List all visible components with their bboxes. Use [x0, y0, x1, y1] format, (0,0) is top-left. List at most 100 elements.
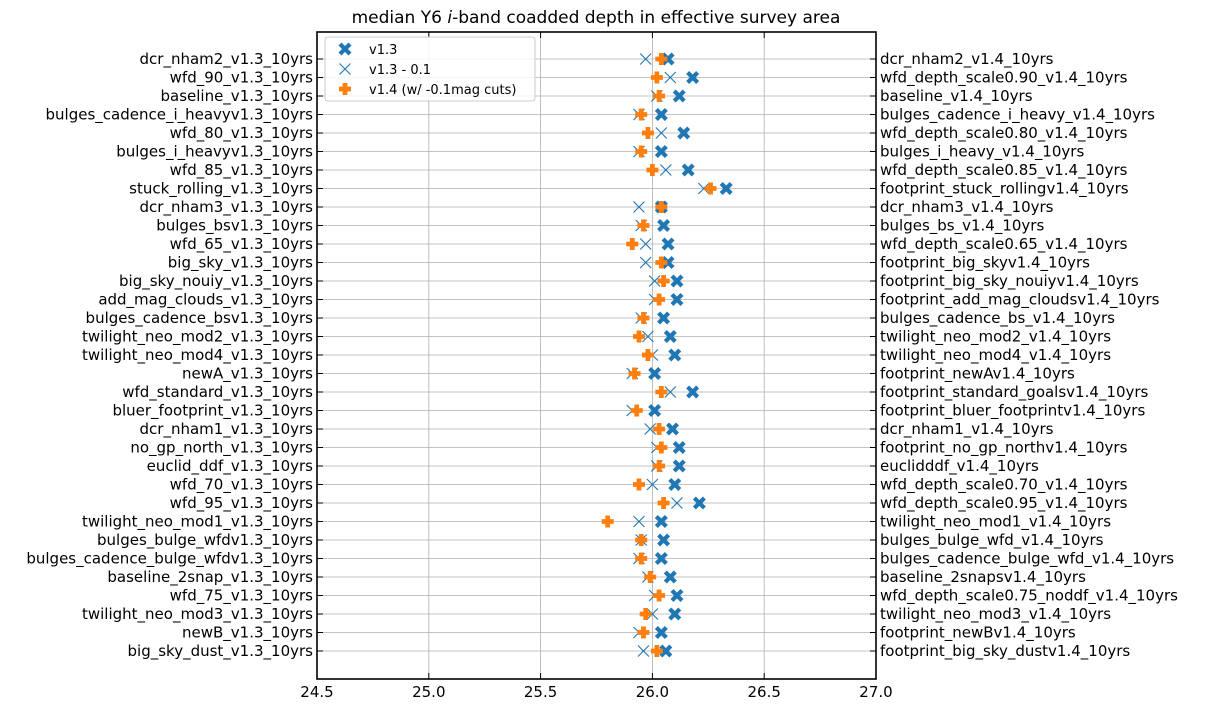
marker-stroke — [639, 53, 652, 65]
y-tick-label-right: twilight_neo_mod1_v1.4_10yrs — [880, 513, 1111, 532]
y-tick-label-right: wfd_depth_scale0.80_v1.4_10yrs — [880, 124, 1128, 143]
marker-v13 — [661, 237, 675, 251]
legend-marker-v13 — [338, 42, 352, 56]
marker-stroke — [692, 496, 706, 510]
marker-stroke — [670, 274, 684, 288]
marker-v13 — [672, 459, 686, 473]
y-tick-label-right: footprint_add_mag_cloudsv1.4_10yrs — [880, 291, 1160, 310]
marker-stroke — [646, 478, 659, 491]
marker-v13-minus — [655, 127, 668, 139]
marker-stroke — [672, 441, 686, 454]
y-tick-label-left: no_gp_north_v1.3_10yrs — [130, 439, 313, 458]
y-tick-label-right: twilight_neo_mod3_v1.4_10yrs — [880, 605, 1111, 624]
y-tick-label-left: bluer_footprint_v1.3_10yrs — [112, 402, 313, 421]
marker-v13 — [670, 274, 684, 288]
marker-v14 — [637, 312, 650, 324]
y-tick-label-left: baseline_v1.3_10yrs — [160, 87, 313, 106]
marker-stroke — [633, 201, 645, 213]
y-tick-label-left: stuck_rolling_v1.3_10yrs — [129, 180, 313, 199]
y-tick-label-right: dcr_nham2_v1.4_10yrs — [880, 50, 1054, 69]
marker-v14 — [639, 608, 652, 620]
marker-v13 — [657, 219, 671, 232]
y-tick-label-left: wfd_65_v1.3_10yrs — [170, 235, 314, 254]
marker-v13-minus — [697, 182, 710, 195]
y-tick-label-right: bulges_cadence_bulge_wfd_v1.4_10yrs — [880, 550, 1174, 569]
marker-stroke — [664, 71, 677, 84]
marker-stroke — [633, 515, 645, 528]
y-tick-label-right: bulges_cadence_i_heavy_v1.4_10yrs — [880, 106, 1155, 125]
y-tick-label-left: dcr_nham1_v1.3_10yrs — [140, 420, 314, 439]
legend: v1.3 v1.3 - 0.1 v1.4 (w/ -0.1mag cuts) — [324, 36, 536, 102]
marker-stroke — [686, 71, 700, 84]
chart-title: median Y6 i-band coadded depth in effect… — [352, 8, 841, 28]
marker-stroke — [672, 89, 686, 103]
marker-v14 — [657, 497, 670, 509]
y-tick-label-left: big_sky_dust_v1.3_10yrs — [128, 642, 314, 661]
marker-stroke — [639, 238, 652, 250]
marker-stroke — [642, 330, 654, 343]
x-tick-label: 25.5 — [524, 683, 557, 701]
y-tick-label-left: wfd_70_v1.3_10yrs — [170, 476, 314, 495]
marker-v14 — [628, 367, 641, 380]
marker-stroke — [644, 423, 657, 435]
y-tick-label-right: euclidddf_v1.4_10yrs — [880, 457, 1039, 476]
marker-v14 — [657, 275, 670, 287]
y-tick-label-right: footprint_no_gp_northv1.4_10yrs — [880, 439, 1128, 458]
y-tick-label-left: bulges_i_heavyv1.3_10yrs — [116, 143, 313, 162]
y-tick-label-left: wfd_80_v1.3_10yrs — [170, 124, 314, 143]
marker-v13 — [659, 644, 673, 658]
marker-stroke — [648, 404, 662, 417]
legend-box — [324, 36, 536, 102]
marker-stroke — [668, 607, 682, 621]
marker-v14 — [632, 330, 645, 343]
y-tick-label-right: bulges_bs_v1.4_10yrs — [880, 217, 1044, 236]
marker-v13 — [668, 478, 682, 491]
marker-stroke — [668, 478, 682, 491]
legend-label: v1.3 — [369, 43, 397, 58]
y-tick-label-right: footprint_stuck_rollingv1.4_10yrs — [880, 180, 1129, 199]
marker-stroke — [661, 237, 675, 251]
marker-v13-minus — [639, 238, 652, 250]
marker-v14 — [655, 256, 668, 269]
marker-v14 — [632, 478, 645, 491]
marker-v13 — [670, 293, 684, 306]
y-tick-label-right: baseline_v1.4_10yrs — [880, 87, 1033, 106]
marker-v14 — [650, 71, 663, 84]
chart-title-italic-band: i — [447, 8, 452, 28]
marker-v13 — [668, 348, 682, 362]
marker-v14 — [653, 589, 666, 602]
marker-v13 — [654, 108, 668, 121]
marker-stroke — [654, 626, 668, 639]
x-tick-label: 26.5 — [747, 683, 780, 701]
y-tick-label-left: bulges_cadence_bsv1.3_10yrs — [86, 309, 314, 328]
marker-v14 — [655, 386, 668, 398]
marker-stroke — [661, 256, 675, 269]
marker-v14 — [653, 293, 666, 306]
marker-stroke — [677, 126, 691, 140]
marker-v13 — [654, 552, 668, 565]
y-tick-label-right: bulges_i_heavy_v1.4_10yrs — [880, 143, 1084, 162]
marker-v14 — [626, 238, 639, 250]
marker-stroke — [670, 293, 684, 306]
marker-v14 — [655, 53, 668, 65]
marker-stroke — [671, 497, 683, 509]
marker-v14 — [637, 626, 650, 639]
marker-stroke — [639, 256, 652, 269]
y-tick-label-left: bulges_cadence_bulge_wfdv1.3_10yrs — [26, 550, 313, 569]
y-tick-label-left: bulges_cadence_i_heavyv1.3_10yrs — [46, 106, 314, 125]
legend-marker-v14 — [339, 83, 351, 95]
marker-v13 — [654, 145, 668, 158]
y-tick-label-right: baseline_2snapsv1.4_10yrs — [880, 568, 1086, 587]
marker-stroke — [648, 367, 662, 380]
marker-stroke — [338, 42, 352, 56]
marker-v14 — [630, 404, 643, 417]
marker-v13 — [661, 52, 675, 66]
y-tick-label-right: footprint_newBv1.4_10yrs — [880, 624, 1076, 643]
marker-v14 — [650, 645, 663, 657]
y-tick-label-right: bulges_bulge_wfd_v1.4_10yrs — [880, 531, 1104, 550]
marker-stroke — [666, 422, 680, 436]
y-tick-label-right: footprint_big_skyv1.4_10yrs — [880, 254, 1090, 273]
marker-v14 — [653, 423, 666, 435]
marker-stroke — [646, 608, 659, 620]
